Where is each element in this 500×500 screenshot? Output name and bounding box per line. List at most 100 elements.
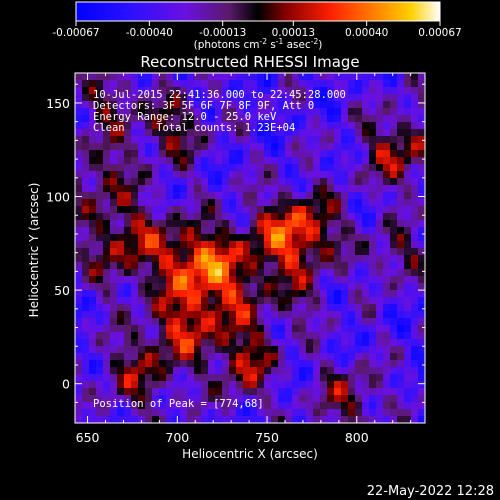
heatmap-cell bbox=[320, 178, 328, 186]
heatmap-cell bbox=[411, 227, 419, 235]
heatmap-cell bbox=[278, 234, 286, 242]
heatmap-cell bbox=[411, 178, 419, 186]
heatmap-cell bbox=[271, 290, 279, 298]
heatmap-cell bbox=[124, 381, 132, 389]
heatmap-cell bbox=[131, 136, 139, 144]
heatmap-cell bbox=[152, 416, 160, 423]
heatmap-cell bbox=[145, 185, 153, 193]
heatmap-cell bbox=[271, 297, 279, 305]
heatmap-cell bbox=[264, 122, 272, 130]
heatmap-cell bbox=[173, 192, 181, 200]
heatmap-cell bbox=[222, 360, 230, 368]
heatmap-cell bbox=[390, 136, 398, 144]
heatmap-cell bbox=[110, 171, 118, 179]
heatmap-cell bbox=[411, 276, 419, 284]
heatmap-cell bbox=[96, 283, 104, 291]
heatmap-cell bbox=[376, 290, 384, 298]
heatmap-cell bbox=[117, 101, 125, 109]
heatmap-cell bbox=[124, 129, 132, 137]
heatmap-cell bbox=[222, 241, 230, 249]
heatmap-cell bbox=[166, 227, 174, 235]
heatmap-cell bbox=[320, 395, 328, 403]
heatmap-cell bbox=[418, 297, 425, 305]
heatmap-cell bbox=[327, 122, 335, 130]
heatmap-cell bbox=[313, 367, 321, 375]
heatmap-cell bbox=[362, 318, 370, 326]
heatmap-cell bbox=[173, 164, 181, 172]
heatmap-cell bbox=[362, 304, 370, 312]
heatmap-cell bbox=[348, 283, 356, 291]
heatmap-cell bbox=[327, 192, 335, 200]
heatmap-cell bbox=[411, 150, 419, 158]
heatmap-cell bbox=[89, 346, 97, 354]
heatmap-cell bbox=[418, 255, 425, 263]
heatmap-cell bbox=[341, 227, 349, 235]
heatmap-cell bbox=[320, 73, 328, 81]
heatmap-cell bbox=[236, 234, 244, 242]
heatmap-cell bbox=[110, 213, 118, 221]
heatmap-cell bbox=[341, 409, 349, 417]
heatmap-cell bbox=[257, 248, 265, 256]
heatmap-cell bbox=[208, 262, 216, 270]
heatmap-cell bbox=[271, 388, 279, 396]
heatmap-cell bbox=[397, 206, 405, 214]
y-axis-label: Heliocentric Y (arcsec) bbox=[27, 183, 41, 318]
heatmap-cell bbox=[208, 402, 216, 410]
heatmap-cell bbox=[173, 374, 181, 382]
heatmap-cell bbox=[383, 374, 391, 382]
heatmap-cell bbox=[194, 185, 202, 193]
heatmap-cell bbox=[320, 171, 328, 179]
heatmap-cell bbox=[75, 192, 83, 200]
heatmap-cell bbox=[404, 164, 412, 172]
heatmap-cell bbox=[362, 325, 370, 333]
heatmap-cell bbox=[355, 101, 363, 109]
heatmap-cell bbox=[124, 178, 132, 186]
heatmap-cell bbox=[117, 143, 125, 151]
heatmap-cell bbox=[152, 276, 160, 284]
heatmap-cell bbox=[292, 318, 300, 326]
heatmap-cell bbox=[383, 395, 391, 403]
heatmap-cell bbox=[187, 416, 195, 423]
heatmap-cell bbox=[362, 311, 370, 319]
heatmap-cell bbox=[159, 325, 167, 333]
heatmap-cell bbox=[208, 199, 216, 207]
heatmap-cell bbox=[180, 136, 188, 144]
heatmap-cell bbox=[152, 353, 160, 361]
heatmap-cell bbox=[418, 192, 425, 200]
heatmap-cell bbox=[236, 360, 244, 368]
heatmap-cell bbox=[236, 346, 244, 354]
heatmap-cell bbox=[152, 171, 160, 179]
heatmap-cell bbox=[313, 115, 321, 123]
heatmap-cell bbox=[250, 374, 258, 382]
heatmap-cell bbox=[166, 332, 174, 340]
heatmap-cell bbox=[75, 290, 83, 298]
heatmap-cell bbox=[110, 122, 118, 130]
heatmap-cell bbox=[138, 416, 146, 423]
heatmap-cell bbox=[327, 367, 335, 375]
heatmap-cell bbox=[82, 304, 90, 312]
heatmap-cell bbox=[341, 269, 349, 277]
heatmap-cell bbox=[110, 248, 118, 256]
heatmap-cell bbox=[334, 262, 342, 270]
heatmap-cell bbox=[334, 80, 342, 88]
heatmap-cell bbox=[124, 388, 132, 396]
heatmap-cell bbox=[131, 241, 139, 249]
heatmap-cell bbox=[390, 409, 398, 417]
heatmap-cell bbox=[180, 150, 188, 158]
heatmap-cell bbox=[264, 150, 272, 158]
heatmap-cell bbox=[75, 353, 83, 361]
heatmap-cell bbox=[166, 283, 174, 291]
heatmap-cell bbox=[229, 199, 237, 207]
heatmap-cell bbox=[250, 395, 258, 403]
heatmap-cell bbox=[173, 136, 181, 144]
heatmap-cell bbox=[194, 157, 202, 165]
heatmap-cell bbox=[355, 192, 363, 200]
heatmap-cell bbox=[327, 115, 335, 123]
heatmap-cell bbox=[411, 353, 419, 361]
heatmap-cell bbox=[131, 269, 139, 277]
heatmap-cell bbox=[215, 150, 223, 158]
heatmap-cell bbox=[397, 353, 405, 361]
heatmap-cell bbox=[117, 150, 125, 158]
heatmap-cell bbox=[411, 332, 419, 340]
heatmap-cell bbox=[334, 353, 342, 361]
